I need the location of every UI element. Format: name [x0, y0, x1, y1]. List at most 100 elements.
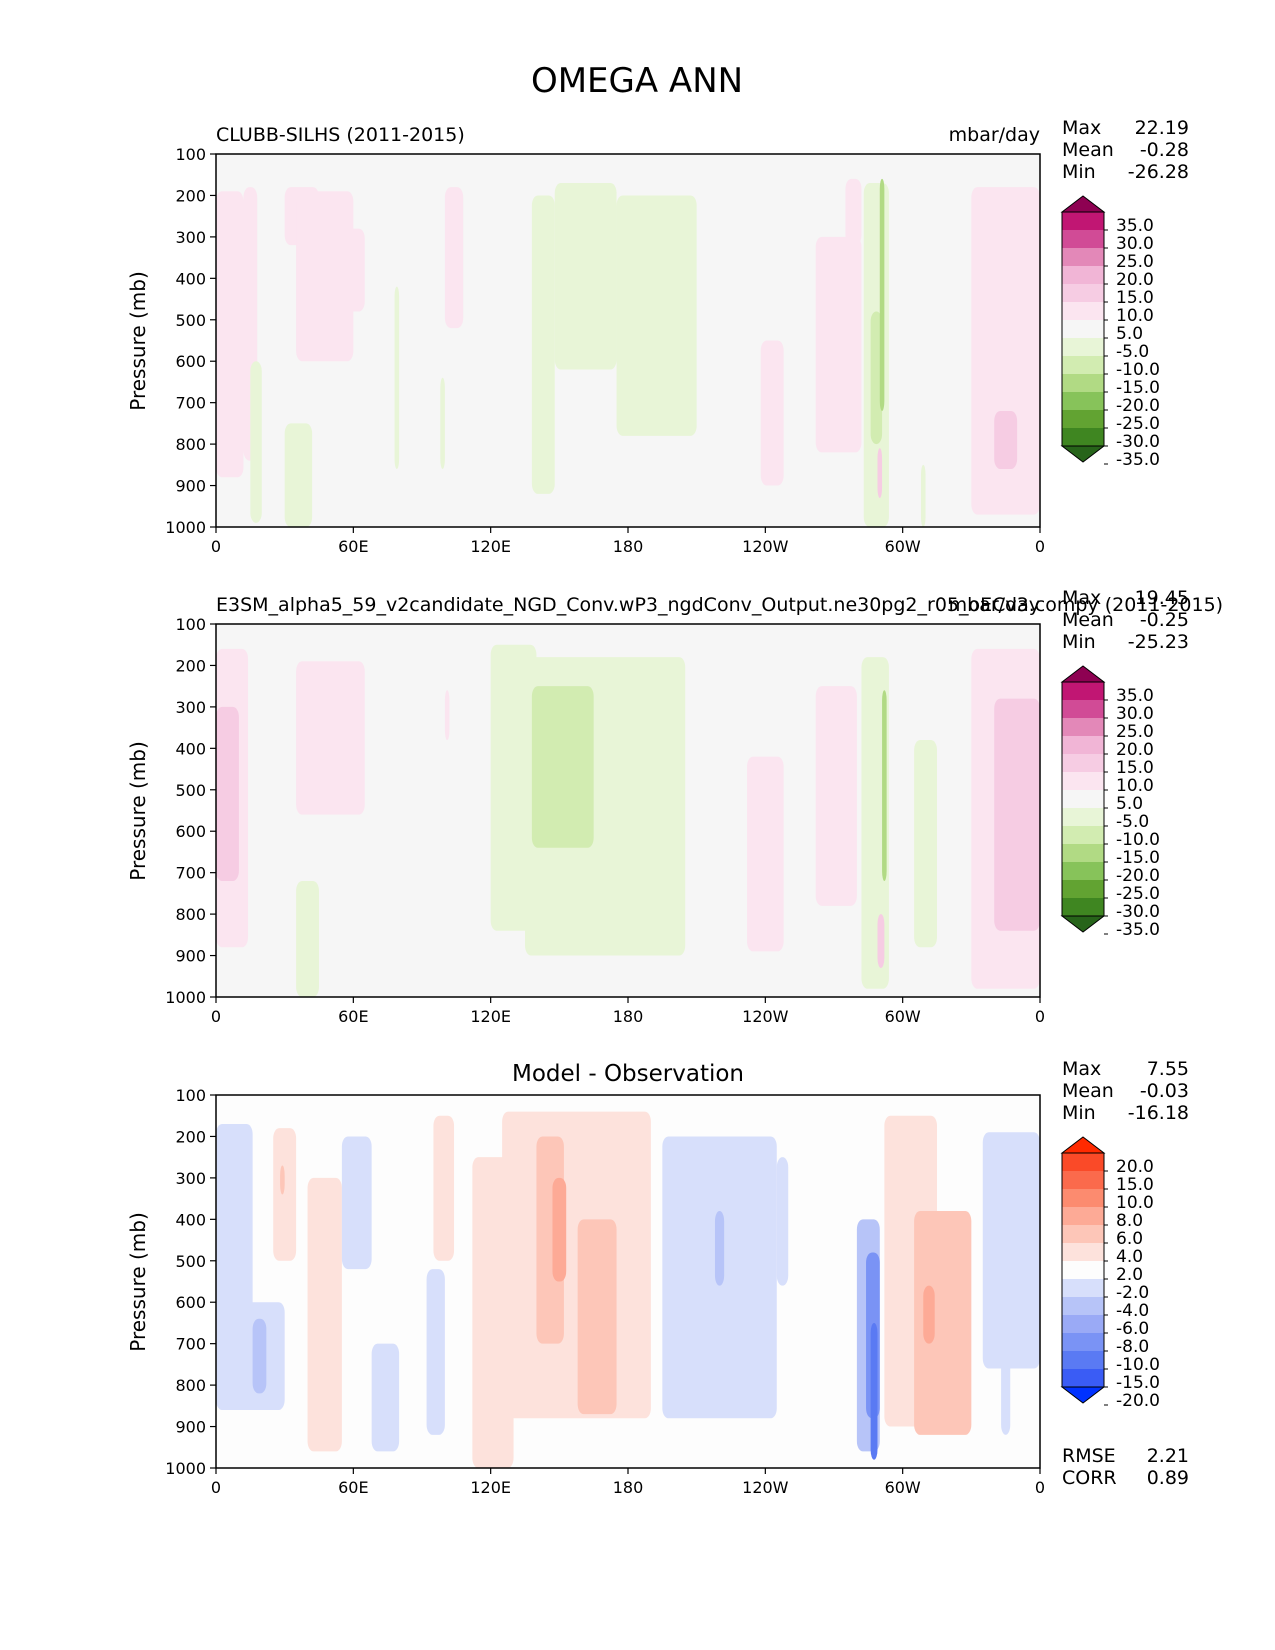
y-axis-label: Pressure (mb): [126, 1212, 150, 1352]
colorbar-segment: [1062, 826, 1104, 844]
x-tick-label: 180: [613, 1007, 644, 1026]
data-cell: [879, 178, 885, 411]
x-tick-label: 0: [211, 1007, 221, 1026]
x-tick-label: 0: [211, 1478, 221, 1497]
colorbar-label: 20.0: [1116, 270, 1154, 290]
data-cell: [877, 914, 885, 968]
colorbar-segment: [1062, 772, 1104, 790]
stats-block: Max 7.55 Mean -0.03 Min -16.18 RMSE 2.21…: [1062, 1058, 1189, 1489]
colorbar-label: 10.0: [1116, 306, 1154, 326]
data-cell: [714, 1211, 725, 1286]
y-tick-label: 400: [175, 269, 206, 288]
data-cell: [433, 1115, 455, 1261]
colorbar-label: 2.0: [1116, 1265, 1143, 1285]
colorbar: 35.030.025.020.015.010.05.0-5.0-10.0-15.…: [1060, 195, 1160, 470]
x-tick-label: 120E: [470, 537, 511, 556]
y-tick-label: 500: [175, 1252, 206, 1271]
x-tick-label: 60E: [338, 537, 368, 556]
y-tick-label: 1000: [165, 988, 206, 1007]
colorbar-extend-min: [1060, 915, 1106, 933]
colorbar-segment: [1062, 808, 1104, 826]
colorbar-extend-min: [1060, 445, 1106, 463]
panel-difference: Model - Observation Pressure (mb) 100 200…: [126, 1058, 1189, 1497]
stat-mean-label: Mean: [1062, 139, 1114, 161]
stat-max-value: 22.19: [1135, 117, 1189, 139]
colorbar-label: -6.0: [1116, 1319, 1149, 1339]
colorbar-segment: [1062, 1225, 1104, 1243]
colorbar-label: -15.0: [1116, 1373, 1160, 1393]
colorbar-segment: [1062, 718, 1104, 736]
x-tick-label: 60W: [885, 537, 921, 556]
colorbar-label: 20.0: [1116, 740, 1154, 760]
data-cell: [341, 1136, 372, 1270]
y-tick-label: 800: [175, 1376, 206, 1395]
y-tick-label: 500: [175, 311, 206, 330]
colorbar-label: -35.0: [1116, 450, 1160, 470]
colorbar-segment: [1062, 410, 1104, 428]
y-tick-label: 200: [175, 656, 206, 675]
y-tick-label: 300: [175, 228, 206, 247]
data-cell: [882, 690, 887, 881]
colorbar-label: -10.0: [1116, 360, 1160, 380]
heatmap-plot: 100 200 300 400 500 600 700 800 900 1000 0 60E 120E 1…: [165, 1086, 1045, 1497]
stat-mean-label: Mean: [1062, 609, 1114, 631]
colorbar-label: -8.0: [1116, 1337, 1149, 1357]
y-tick-label: 600: [175, 352, 206, 371]
y-tick-label: 100: [175, 145, 206, 164]
y-tick-label: 200: [175, 186, 206, 205]
y-axis-label: Pressure (mb): [126, 271, 150, 411]
colorbar-segment: [1062, 1153, 1104, 1171]
colorbar-label: -30.0: [1116, 432, 1160, 452]
data-cell: [426, 1269, 445, 1435]
colorbar-segment: [1062, 1243, 1104, 1261]
x-tick-label: 0: [1035, 1007, 1045, 1026]
colorbar-segment: [1062, 736, 1104, 754]
colorbar-extend-max: [1060, 1136, 1106, 1154]
data-cell: [982, 1132, 1040, 1369]
data-cell: [870, 1322, 878, 1460]
colorbar-label: -15.0: [1116, 848, 1160, 868]
x-tick-label: 120E: [470, 1007, 511, 1026]
colorbar-segment: [1062, 374, 1104, 392]
data-cell: [280, 1165, 285, 1195]
stat-mean-value: -0.25: [1140, 609, 1189, 631]
colorbar-label: 15.0: [1116, 288, 1154, 308]
data-cell: [284, 423, 313, 527]
data-cell: [371, 1343, 400, 1452]
colorbar-label: 10.0: [1116, 1193, 1154, 1213]
stat-min-label: Min: [1062, 1102, 1096, 1124]
stat-rmse-value: 2.21: [1147, 1445, 1189, 1467]
y-tick-label: 800: [175, 905, 206, 924]
stat-corr-label: CORR: [1062, 1467, 1117, 1489]
y-tick-label: 900: [175, 477, 206, 496]
y-tick-label: 1000: [165, 1459, 206, 1478]
x-tick-label: 60E: [338, 1478, 368, 1497]
data-cell: [444, 690, 450, 741]
y-tick-label: 100: [175, 1086, 206, 1105]
data-cell: [923, 1285, 935, 1344]
data-cell: [216, 191, 244, 478]
colorbar-segment: [1062, 1171, 1104, 1189]
data-cell: [250, 361, 262, 523]
stat-max-label: Max: [1062, 117, 1101, 139]
colorbar-segment: [1062, 320, 1104, 338]
y-tick-label: 500: [175, 781, 206, 800]
colorbar-segment: [1062, 700, 1104, 718]
y-tick-label: 400: [175, 1210, 206, 1229]
data-cell: [994, 410, 1018, 469]
colorbar-label: 4.0: [1116, 1247, 1143, 1267]
x-tick-label: 120W: [742, 537, 789, 556]
data-cell: [914, 740, 937, 948]
colorbar-label: -2.0: [1116, 1283, 1149, 1303]
data-cell: [971, 187, 1040, 515]
colorbar-label: -20.0: [1116, 866, 1160, 886]
colorbar-label: 35.0: [1116, 216, 1154, 236]
panel-units: mbar/day: [949, 594, 1040, 616]
y-tick-label: 700: [175, 394, 206, 413]
colorbar-segment: [1062, 1369, 1104, 1387]
colorbar-segment: [1062, 844, 1104, 862]
data-cell: [319, 228, 365, 312]
panel-title-center: Model - Observation: [512, 1061, 744, 1087]
data-cell: [273, 1128, 297, 1261]
data-cell: [877, 448, 883, 498]
